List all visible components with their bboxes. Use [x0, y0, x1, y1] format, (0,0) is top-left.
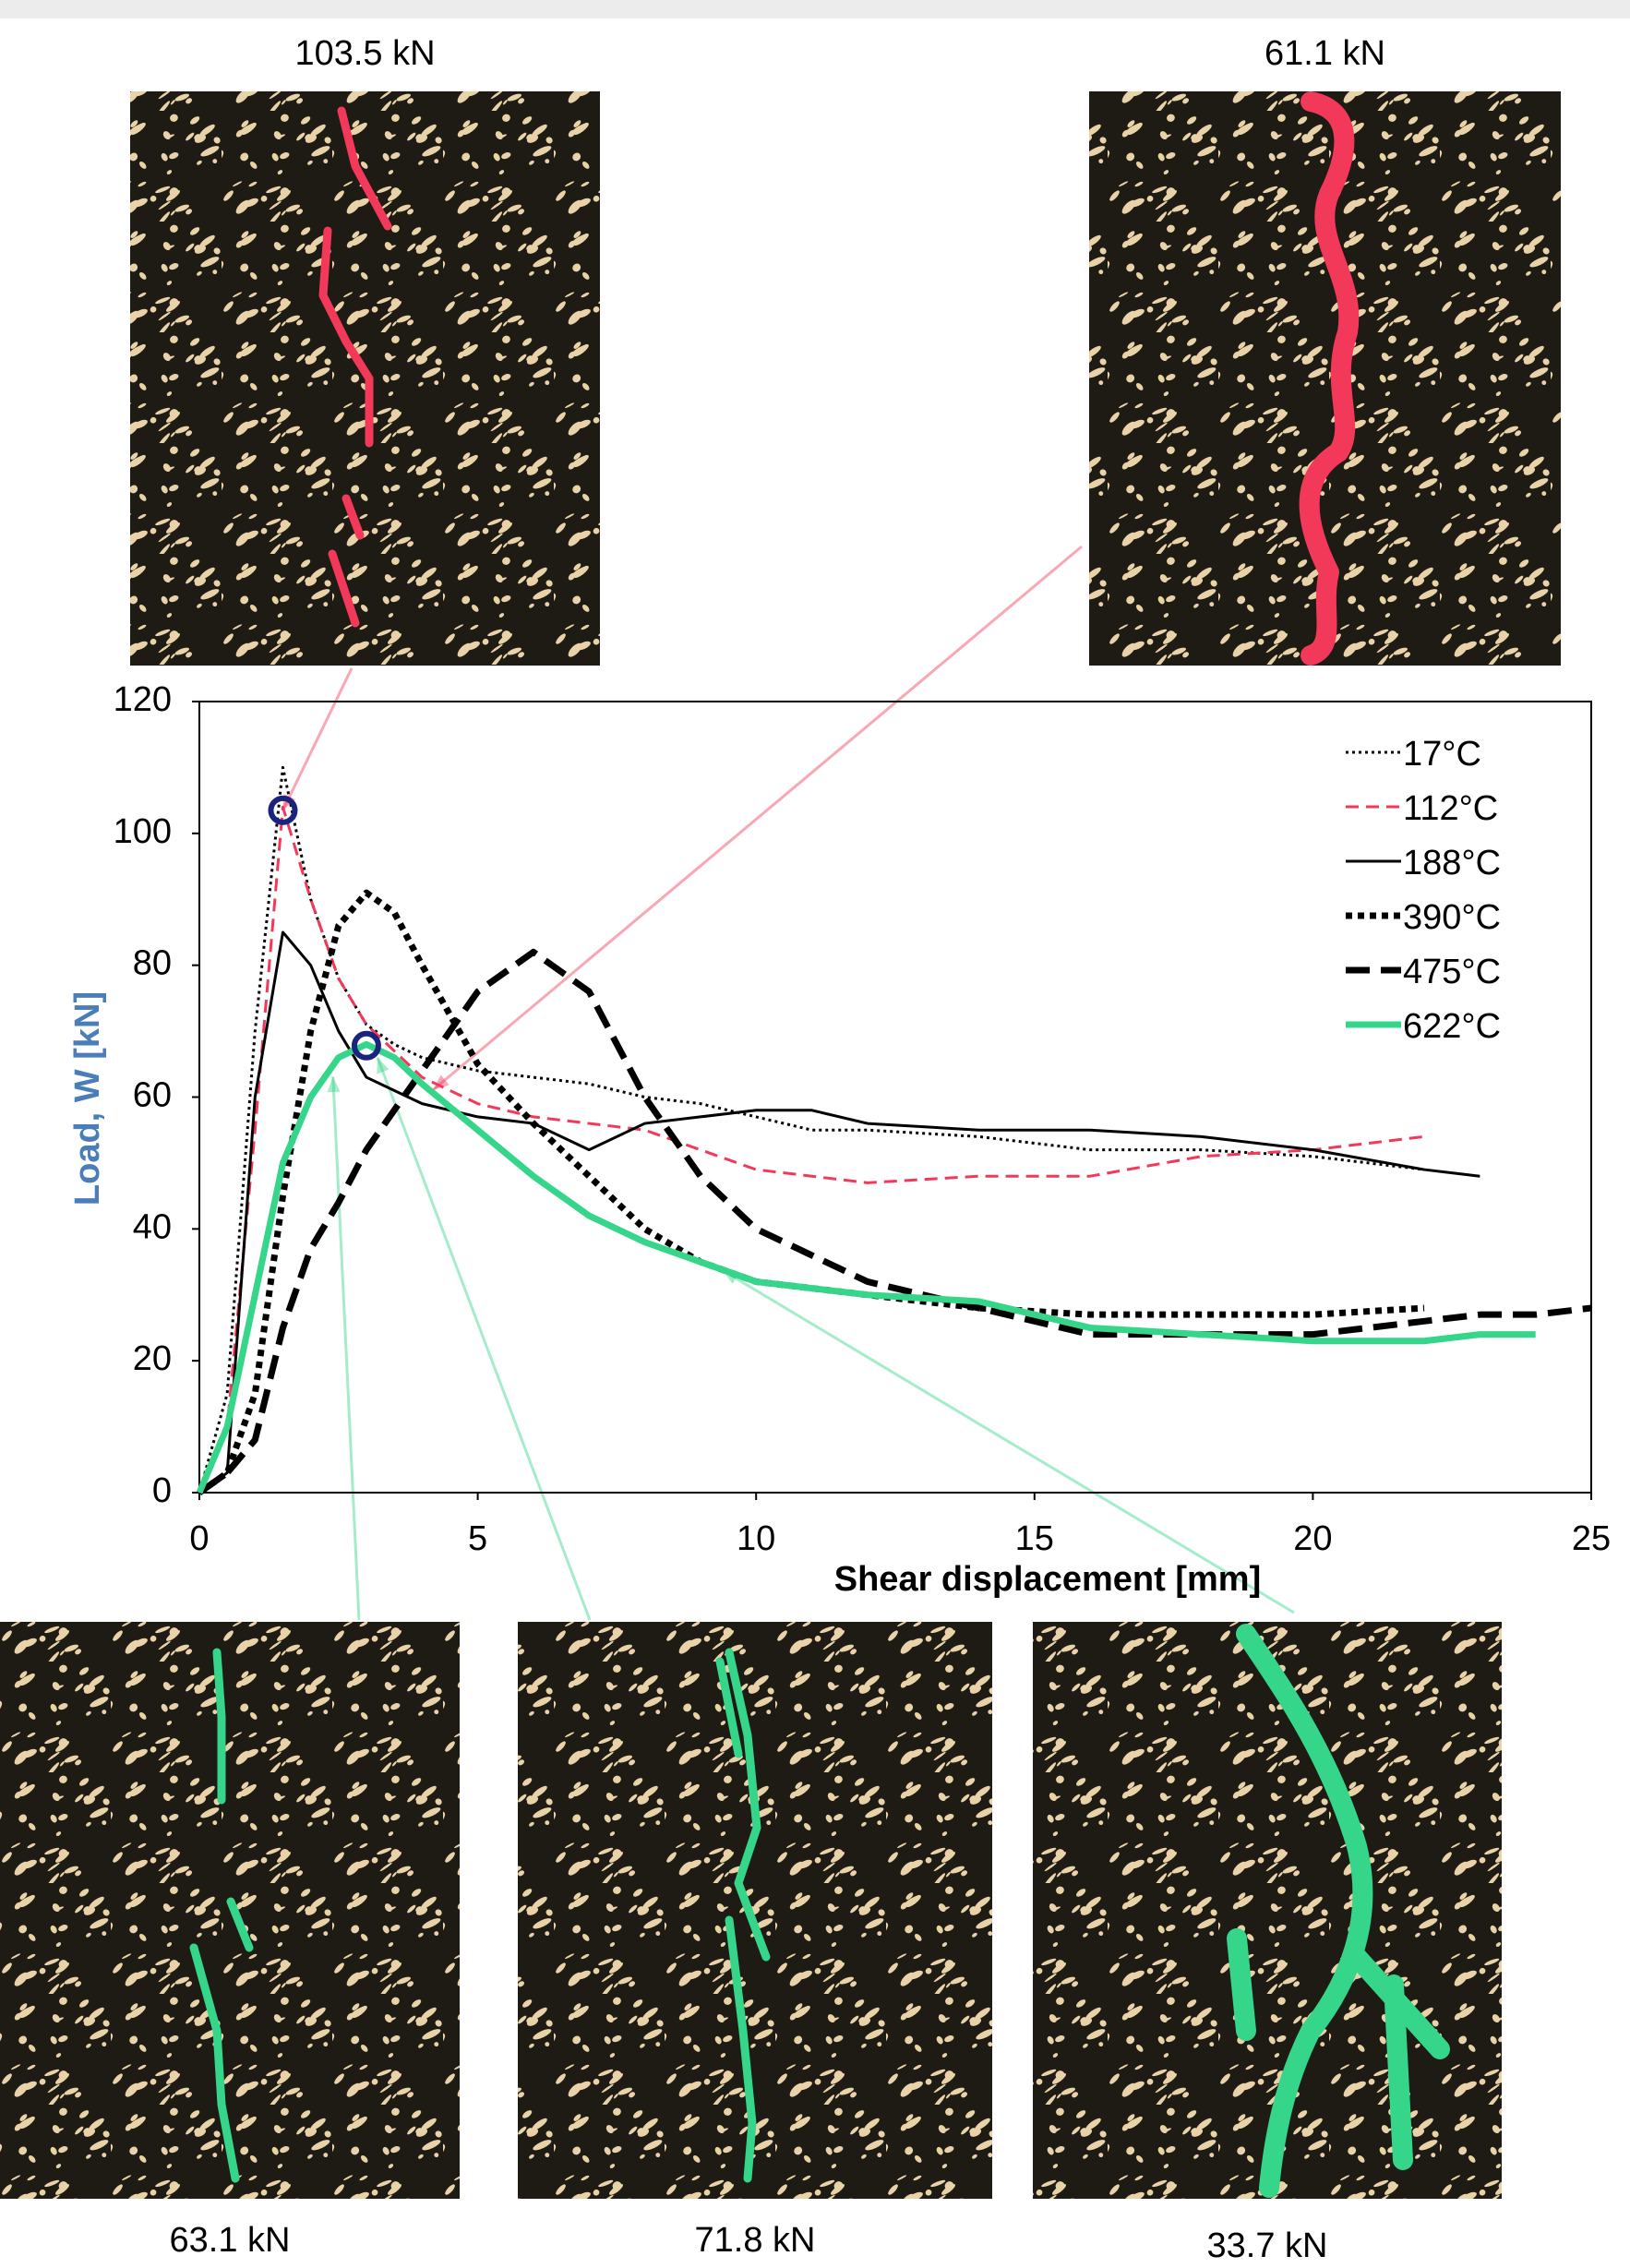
y-tick-label: 40	[133, 1207, 172, 1246]
arrow-head	[327, 1076, 341, 1093]
y-tick-label: 100	[114, 812, 172, 851]
photo-label: 71.8 kN	[695, 2221, 816, 2260]
legend-label: 188°C	[1403, 844, 1501, 882]
x-tick-label: 25	[1572, 1519, 1611, 1558]
legend-label: 475°C	[1403, 953, 1501, 991]
legend-label: 622°C	[1403, 1007, 1501, 1046]
legend-label: 390°C	[1403, 898, 1501, 937]
x-tick-label: 5	[468, 1519, 487, 1558]
y-tick-label: 20	[133, 1339, 172, 1378]
photo	[1033, 1622, 1502, 2199]
arrow-head	[377, 1057, 390, 1074]
arrow	[282, 667, 354, 811]
highlight-marker	[268, 795, 298, 825]
line-series	[198, 805, 1425, 1494]
highlight-marker	[351, 1030, 381, 1061]
y-axis-label: Load, W [kN]	[68, 991, 107, 1206]
crack	[318, 106, 392, 628]
x-axis-label: Shear displacement [mm]	[834, 1560, 1261, 1599]
crack	[189, 1648, 254, 2183]
x-tick-label: 0	[189, 1519, 209, 1558]
crack	[1227, 1624, 1450, 2198]
photo	[518, 1622, 992, 2199]
y-tick-label: 120	[114, 680, 172, 719]
y-tick-label: 80	[133, 944, 172, 983]
line-series	[196, 1040, 1536, 1494]
x-tick-label: 15	[1015, 1519, 1054, 1558]
photo-label: 103.5 kN	[294, 34, 435, 73]
top-band	[0, 0, 1630, 18]
photos	[0, 91, 1561, 2199]
photo-label: 63.1 kN	[170, 2221, 291, 2260]
y-tick-label: 0	[152, 1471, 172, 1510]
crack	[715, 1648, 771, 2183]
line-series	[197, 948, 1592, 1495]
arrow	[432, 545, 1083, 1091]
x-tick-label: 10	[737, 1519, 775, 1558]
x-tick-label: 20	[1293, 1519, 1332, 1558]
y-tick-label: 60	[133, 1076, 172, 1115]
photo-label: 33.7 kN	[1207, 2226, 1328, 2265]
line-series	[197, 889, 1425, 1495]
arrow-head	[433, 1074, 449, 1090]
photo-label: 61.1 kN	[1264, 34, 1385, 73]
arrow	[722, 1269, 1295, 1614]
arrow	[331, 1076, 361, 1621]
line-series	[198, 930, 1480, 1494]
legend-label: 17°C	[1403, 735, 1481, 774]
line-series	[198, 765, 1425, 1494]
legend-label: 112°C	[1403, 789, 1498, 828]
arrow	[376, 1057, 592, 1621]
crack	[1299, 91, 1360, 666]
